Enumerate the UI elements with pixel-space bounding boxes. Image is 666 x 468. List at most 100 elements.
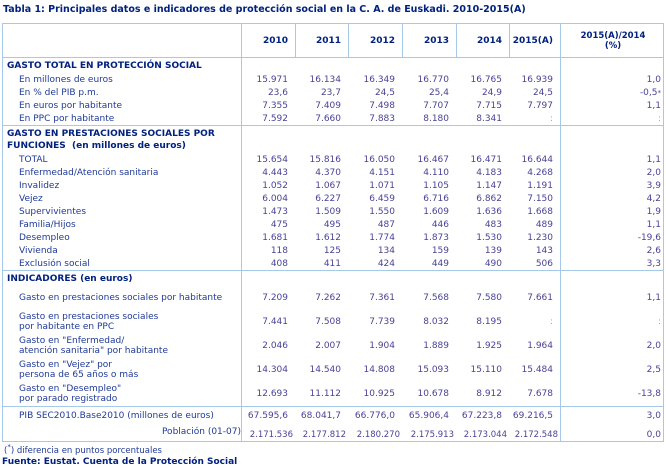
row-label: En PPC por habitante bbox=[3, 112, 241, 125]
table-row: Gasto en prestaciones sociales por habita… bbox=[3, 310, 663, 334]
pct-cell: 1,1 bbox=[560, 286, 665, 310]
section-heading-row: GASTO TOTAL EN PROTECCIÓN SOCIAL bbox=[3, 58, 663, 73]
value-cell-2010: 475 bbox=[241, 218, 295, 231]
value-cell-2011: 23,7 bbox=[320, 87, 341, 98]
value-cell-2013: 1.889 bbox=[423, 341, 449, 351]
value-cell-2015(A): 1.668 bbox=[527, 206, 553, 217]
value-cell-2012: 1.774 bbox=[369, 232, 395, 243]
row-label-line: Supervivientes bbox=[19, 206, 87, 217]
table-row: PIB SEC2010.Base2010 (millones de euros)… bbox=[3, 407, 663, 424]
value-cell-2014: 15.110 bbox=[470, 365, 503, 375]
value-cell-2013: 8.032 bbox=[423, 317, 449, 327]
table-row: En PPC por habitante 7.592 7.660 7.883 8.180… bbox=[3, 112, 663, 125]
value-cell-2014: 16.471 bbox=[470, 154, 503, 165]
table-row: En % del PIB p.m. 23,6 23,7 24,5 25,4 24,9 24,… bbox=[3, 86, 663, 99]
row-label: Gasto en "Enfermedad/atención sanitaria"… bbox=[3, 334, 241, 358]
value-cell-2012: 2.180.270 bbox=[356, 430, 400, 440]
pct-cell: 1,1 bbox=[560, 218, 665, 231]
value-cell-2011: 125 bbox=[323, 245, 341, 256]
row-label: Exclusión social bbox=[3, 257, 241, 270]
value-cell-2013: 7.568 bbox=[423, 293, 449, 303]
row-label-line: Población (01-07) bbox=[161, 427, 241, 437]
table-section-0: GASTO TOTAL EN PROTECCIÓN SOCIAL En millo… bbox=[3, 57, 663, 125]
table-row: Enfermedad/Atención sanitaria 4.443 4.370 4… bbox=[3, 166, 663, 179]
col-header-2011: 2011 bbox=[295, 24, 348, 57]
row-label: Supervivientes bbox=[3, 205, 241, 218]
value-cell-2015(A): 1.964 bbox=[527, 341, 553, 351]
table-section-1: GASTO EN PRESTACIONES SOCIALES POR FUNCIO… bbox=[3, 125, 663, 270]
value-cell-2015(A): 489 bbox=[535, 219, 553, 230]
value-cell-2012: 10.925 bbox=[363, 389, 396, 399]
col-header-2014: 2014 bbox=[456, 24, 509, 57]
value-cell-2011: 6.227 bbox=[315, 193, 341, 204]
table-section-bottom: PIB SEC2010.Base2010 (millones de euros)… bbox=[3, 406, 663, 441]
value-cell-2010: 23,6 bbox=[241, 86, 295, 99]
value-cell-2010: 7.441 bbox=[241, 310, 295, 334]
table-row: Exclusión social 408 411 424 449 490 506 3,3 bbox=[3, 257, 663, 270]
empty-cell bbox=[348, 126, 402, 153]
corner-cell bbox=[3, 24, 241, 57]
empty-cell bbox=[456, 58, 509, 73]
table-header-row: 2010 2011 2012 2013 2014 2015(A) 2015(A)/2014(… bbox=[3, 24, 663, 57]
row-label: Gasto en prestaciones sociales por habita… bbox=[3, 310, 241, 334]
section-heading: GASTO TOTAL EN PROTECCIÓN SOCIAL bbox=[3, 58, 241, 73]
value-cell-2013: 1.609 bbox=[423, 206, 449, 217]
value-cell-2013: 159 bbox=[431, 245, 449, 256]
value-cell-2010: 6.004 bbox=[241, 192, 295, 205]
table-row: Gasto en "Enfermedad/atención sanitaria"… bbox=[3, 334, 663, 358]
pct-cell: : bbox=[560, 112, 665, 125]
row-label: Vejez bbox=[3, 192, 241, 205]
value-cell-2012: 1.550 bbox=[369, 206, 395, 217]
value-cell-2013: 15.093 bbox=[417, 365, 450, 375]
value-cell-2013: 4.110 bbox=[423, 167, 449, 178]
value-cell-2012: 66.776,0 bbox=[354, 410, 395, 421]
value-cell-2015(A): : bbox=[549, 317, 553, 327]
row-label-line: persona de 65 años o más bbox=[19, 370, 139, 380]
value-cell-2010: 118 bbox=[241, 244, 295, 257]
value-cell-2013: 8.180 bbox=[423, 113, 449, 124]
value-cell-2015(A): 7.150 bbox=[527, 193, 553, 204]
table-row: Desempleo 1.681 1.612 1.774 1.873 1.530 1.230-… bbox=[3, 231, 663, 244]
value-cell-2010: 2.171.536 bbox=[241, 424, 295, 441]
row-label-line: PIB SEC2010.Base2010 (millones de euros) bbox=[19, 410, 214, 421]
value-cell-2015(A): 7.797 bbox=[527, 100, 553, 111]
pct-cell: : bbox=[560, 310, 665, 334]
value-cell-2014: 8.341 bbox=[476, 113, 502, 124]
value-cell-2014: 8.912 bbox=[476, 389, 502, 399]
section-heading-line: GASTO TOTAL EN PROTECCIÓN SOCIAL bbox=[7, 60, 202, 71]
row-label: Población (01-07) bbox=[3, 424, 241, 441]
empty-cell bbox=[295, 58, 348, 73]
row-label: En millones de euros bbox=[3, 73, 241, 86]
table-row: Vejez 6.004 6.227 6.459 6.716 6.862 7.150 4,2 bbox=[3, 192, 663, 205]
footnote-asterisk: (*) diferencia en puntos porcentuales bbox=[4, 443, 162, 456]
value-cell-2010: 14.304 bbox=[241, 358, 295, 382]
row-label-line: En PPC por habitante bbox=[19, 113, 115, 124]
asterisk-note: * bbox=[7, 443, 11, 452]
row-label-line: Gasto en "Desempleo" bbox=[19, 384, 122, 394]
empty-cell bbox=[348, 58, 402, 73]
value-cell-2012: 7.498 bbox=[369, 100, 395, 111]
col-header-2010: 2010 bbox=[241, 24, 295, 57]
row-label-line: En millones de euros bbox=[19, 74, 113, 85]
value-cell-2010: 1.473 bbox=[241, 205, 295, 218]
value-cell-2011: 16.134 bbox=[309, 74, 342, 85]
pct-cell: 0,0 bbox=[560, 424, 665, 441]
value-cell-2012: 7.739 bbox=[369, 317, 395, 327]
row-label: Gasto en prestaciones sociales por habit… bbox=[3, 286, 241, 310]
value-cell-2014: 16.765 bbox=[470, 74, 503, 85]
value-cell-2012: 16.050 bbox=[363, 154, 396, 165]
value-cell-2013: 16.770 bbox=[417, 74, 450, 85]
pct-cell: 2,5 bbox=[560, 358, 665, 382]
empty-cell bbox=[241, 126, 295, 153]
row-label-line: Gasto en prestaciones sociales por habit… bbox=[19, 293, 223, 303]
value-cell-2010: 12.693 bbox=[241, 382, 295, 406]
empty-cell bbox=[402, 126, 456, 153]
value-cell-2015(A): 24,5 bbox=[532, 87, 553, 98]
section-heading: GASTO EN PRESTACIONES SOCIALES POR FUNCIO… bbox=[3, 126, 241, 153]
value-cell-2011: 7.660 bbox=[315, 113, 341, 124]
value-cell-2014: 2.173.044 bbox=[463, 430, 507, 440]
row-label-line: TOTAL bbox=[19, 154, 48, 165]
pct-cell: 4,2 bbox=[560, 192, 665, 205]
row-label: Vivienda bbox=[3, 244, 241, 257]
value-cell-2013: 1.873 bbox=[423, 232, 449, 243]
